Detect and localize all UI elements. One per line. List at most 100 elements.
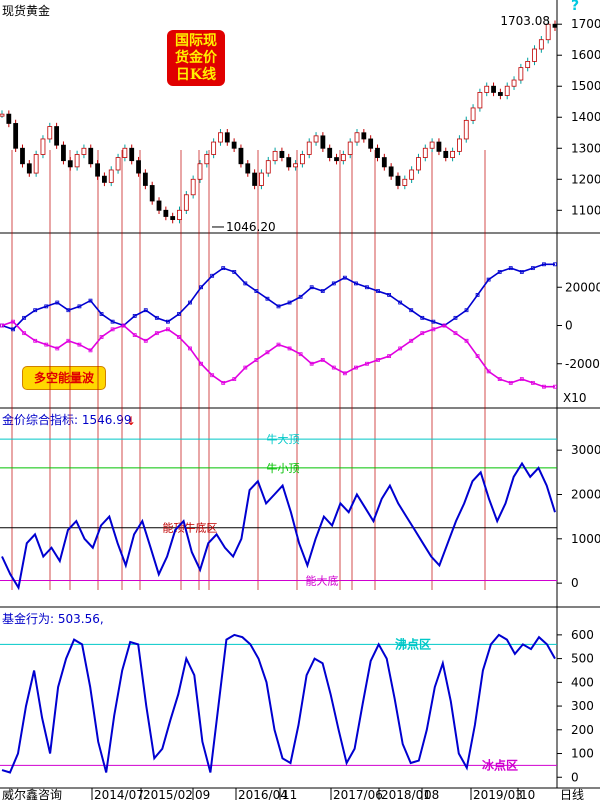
candle-body [463,119,469,140]
y-tick-label: 100 [571,747,594,761]
reference-label: 能顶牛底区 [163,521,218,535]
candle-body [272,150,278,162]
candle-body [115,157,121,171]
candle-body [375,147,380,158]
high-annotation: 1703.08 [500,14,550,28]
series-marker [243,281,248,286]
y-tick-label: 1200 [571,172,600,186]
candle-body [340,154,346,162]
candle-body [170,216,176,220]
candle-body [231,141,237,149]
badge-line-2: 货金价 [175,50,217,66]
badge-line-1: 国际现 [175,33,217,49]
candle-body [74,154,80,168]
candle-body [532,48,537,62]
x-tick-label: 威尔鑫咨询 [2,787,62,800]
reference-label: 牛大顶 [267,432,300,446]
series-marker [188,300,192,305]
candle-body [286,157,292,168]
candle-body [552,23,558,28]
candle-body [102,175,107,183]
candle-body [129,147,135,162]
period-label: 日线 [560,788,584,800]
candle-body [47,126,53,140]
candle-body [149,185,155,202]
series-marker [177,335,181,339]
y-tick-label: 2000 [571,487,600,501]
candle-body [183,194,189,211]
series-marker [22,331,27,336]
gold-index-line [1,461,556,591]
candle-body [395,175,401,186]
y-tick-label: 1500 [571,79,600,93]
candle-body [388,166,394,177]
series-marker [99,312,104,316]
candle-body [381,157,387,168]
comma-sep: , [99,612,104,626]
candle-body [422,147,428,158]
y-tick-label: 20000 [565,280,600,294]
series-line-blue [1,263,555,331]
candle-body [259,172,264,186]
candle-body [361,132,367,140]
series-marker [188,346,192,351]
x-tick-label: 2014/07 [94,788,144,800]
reference-label: 能大底 [306,573,339,587]
candle-body [525,61,531,69]
y-tick-label: 1000 [571,532,600,546]
candle-body [443,150,449,158]
reference-label: 冰点区 [482,757,518,772]
candle-body [33,154,39,174]
question-mark-icon[interactable]: ? [571,0,580,14]
candle-body [252,172,258,186]
candle-body [416,157,421,171]
y-tick-label: 1100 [571,203,600,217]
series-marker [265,350,270,355]
y-tick-label: 500 [571,652,594,666]
candle-body [279,150,285,158]
y-tick-label: 0 [571,576,579,590]
candle-body [327,147,333,158]
candle-body [204,154,210,165]
candle-body [334,157,339,162]
candle-body [368,138,374,149]
series-marker [398,346,403,351]
series-marker [199,285,203,290]
candle-body [238,147,244,165]
candle-body [402,178,408,186]
candle-body [136,160,141,174]
fund-behavior-title: 基金行为 [2,612,51,626]
gold-index-label: 金价综合指标: 1546.99 [2,411,132,428]
x-tick-label: 2019/03 [473,788,523,800]
x-tick-label: 09 [195,788,210,800]
reference-label: 沸点区 [395,636,431,651]
low-annotation: 1046.20 [226,220,276,234]
gold-index-value: 1546.99 [81,413,132,427]
series-marker [99,335,104,339]
x-tick-label: 2016/04 [238,788,288,800]
x-tick-label: 11 [282,788,297,800]
candle-body [81,147,87,155]
candle-body [211,141,217,155]
series-marker [409,308,414,313]
candle-body [504,85,510,96]
energy-wave-badge: 多空能量波 [22,366,106,390]
y-tick-label: 1300 [571,141,600,155]
candle-body [197,163,203,180]
series-marker [210,273,215,278]
candle-body [306,141,312,155]
candle-body [457,138,462,152]
candle-body [54,126,60,146]
badge-line-3: 日K线 [175,67,217,83]
y-tick-label: 1600 [571,48,600,62]
y-tick-label: 600 [571,628,594,642]
candle-body [0,113,5,117]
down-arrow-icon: ↓ [126,414,136,428]
y-tick-label: 1400 [571,110,600,124]
candle-body [142,172,148,186]
candle-body [518,67,524,81]
colon-sep: : [50,612,58,626]
reference-label: 牛小顶 [267,461,300,475]
series-marker [210,373,215,378]
